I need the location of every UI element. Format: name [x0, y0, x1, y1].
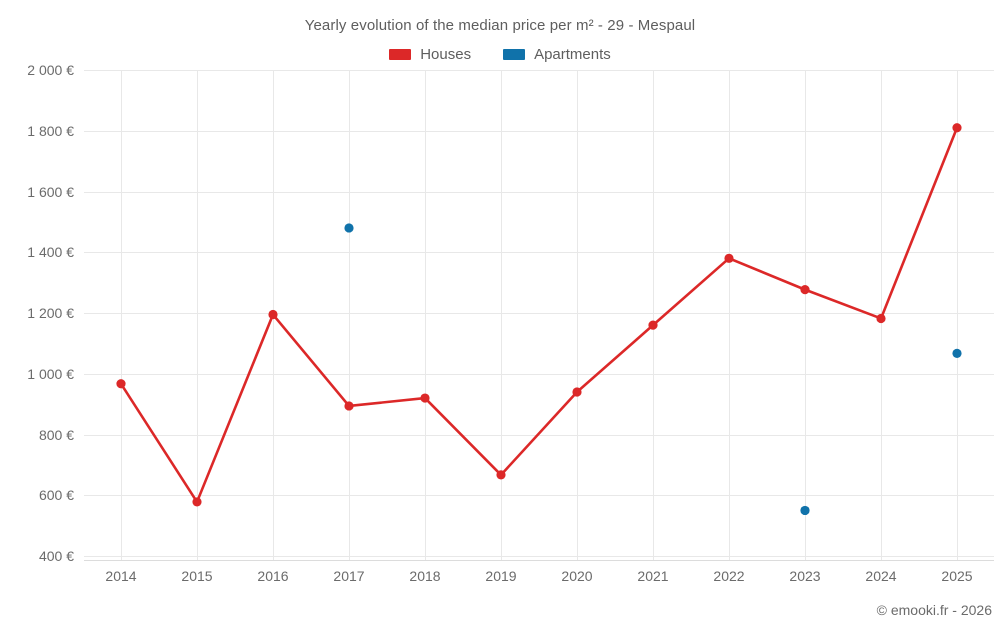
gridline-horizontal: [84, 70, 994, 71]
gridline-horizontal: [84, 556, 994, 557]
legend-swatch-icon: [503, 49, 526, 60]
gridline-horizontal: [84, 373, 994, 375]
gridline-horizontal: [84, 434, 994, 436]
gridline-vertical: [425, 70, 426, 561]
gridline-vertical: [501, 70, 502, 561]
x-axis-tick-label: 2018: [409, 568, 441, 584]
chart-title: Yearly evolution of the median price per…: [304, 17, 696, 34]
legend-item-label: Apartments: [534, 46, 611, 63]
y-axis-tick-label: 400 €: [38, 548, 74, 564]
y-axis-tick-label: 600 €: [38, 487, 74, 504]
x-axis-tick-label: 2017: [333, 568, 365, 584]
y-axis-tick-label: 1 800 €: [27, 122, 74, 139]
y-axis-tick-label: 1 400 €: [27, 244, 74, 261]
gridline-vertical: [729, 70, 730, 561]
x-axis-tick-label: 2021: [637, 568, 669, 584]
credit-text: © emooki.fr - 2026: [876, 602, 992, 618]
gridline-horizontal: [84, 130, 994, 132]
y-axis-tick-label: 1 000 €: [27, 365, 74, 382]
y-axis-tick-label: 800 €: [38, 426, 74, 443]
legend-item-apartments[interactable]: Apartments: [503, 46, 611, 63]
gridline-horizontal: [84, 313, 994, 314]
x-axis-tick-label: 2014: [105, 568, 137, 584]
y-axis-tick-labels: 400 € 600 € 800 € 1 000 € 1 200 € 1 400 € 1 60…: [0, 62, 74, 564]
gridline-horizontal: [84, 495, 994, 497]
x-axis-tick-label: 2019: [485, 568, 517, 584]
gridline-vertical: [805, 70, 806, 561]
x-axis-tick-label: 2023: [789, 568, 821, 584]
y-axis-tick-label: 1 200 €: [27, 305, 74, 321]
gridline-vertical: [349, 70, 350, 561]
gridline-vertical: [273, 70, 274, 561]
gridline-vertical: [653, 70, 654, 561]
chart-legend: Houses Apartments: [0, 46, 1000, 63]
y-axis-tick-label: 1 600 €: [27, 183, 74, 200]
x-axis-line: [84, 560, 994, 561]
legend-item-label: Houses: [420, 46, 472, 63]
gridline-vertical: [881, 70, 882, 561]
x-axis-tick-label: 2020: [561, 568, 593, 584]
gridline-vertical: [957, 70, 958, 561]
x-axis-tick-label: 2016: [257, 568, 289, 584]
gridline-horizontal: [84, 191, 994, 193]
gridline-vertical: [577, 70, 578, 561]
x-axis-tick-label: 2022: [713, 568, 745, 584]
y-axis-tick-label: 2 000 €: [27, 62, 74, 78]
plot-area: [84, 70, 994, 561]
legend-swatch-icon: [389, 49, 412, 60]
gridline-vertical: [121, 70, 122, 561]
x-axis-tick-label: 2025: [941, 568, 973, 584]
x-axis-tick-label: 2024: [865, 568, 897, 584]
x-axis-tick-label: 2015: [181, 568, 213, 584]
gridline-vertical: [197, 70, 198, 561]
legend-item-houses[interactable]: Houses: [389, 46, 471, 63]
gridline-horizontal: [84, 252, 994, 254]
